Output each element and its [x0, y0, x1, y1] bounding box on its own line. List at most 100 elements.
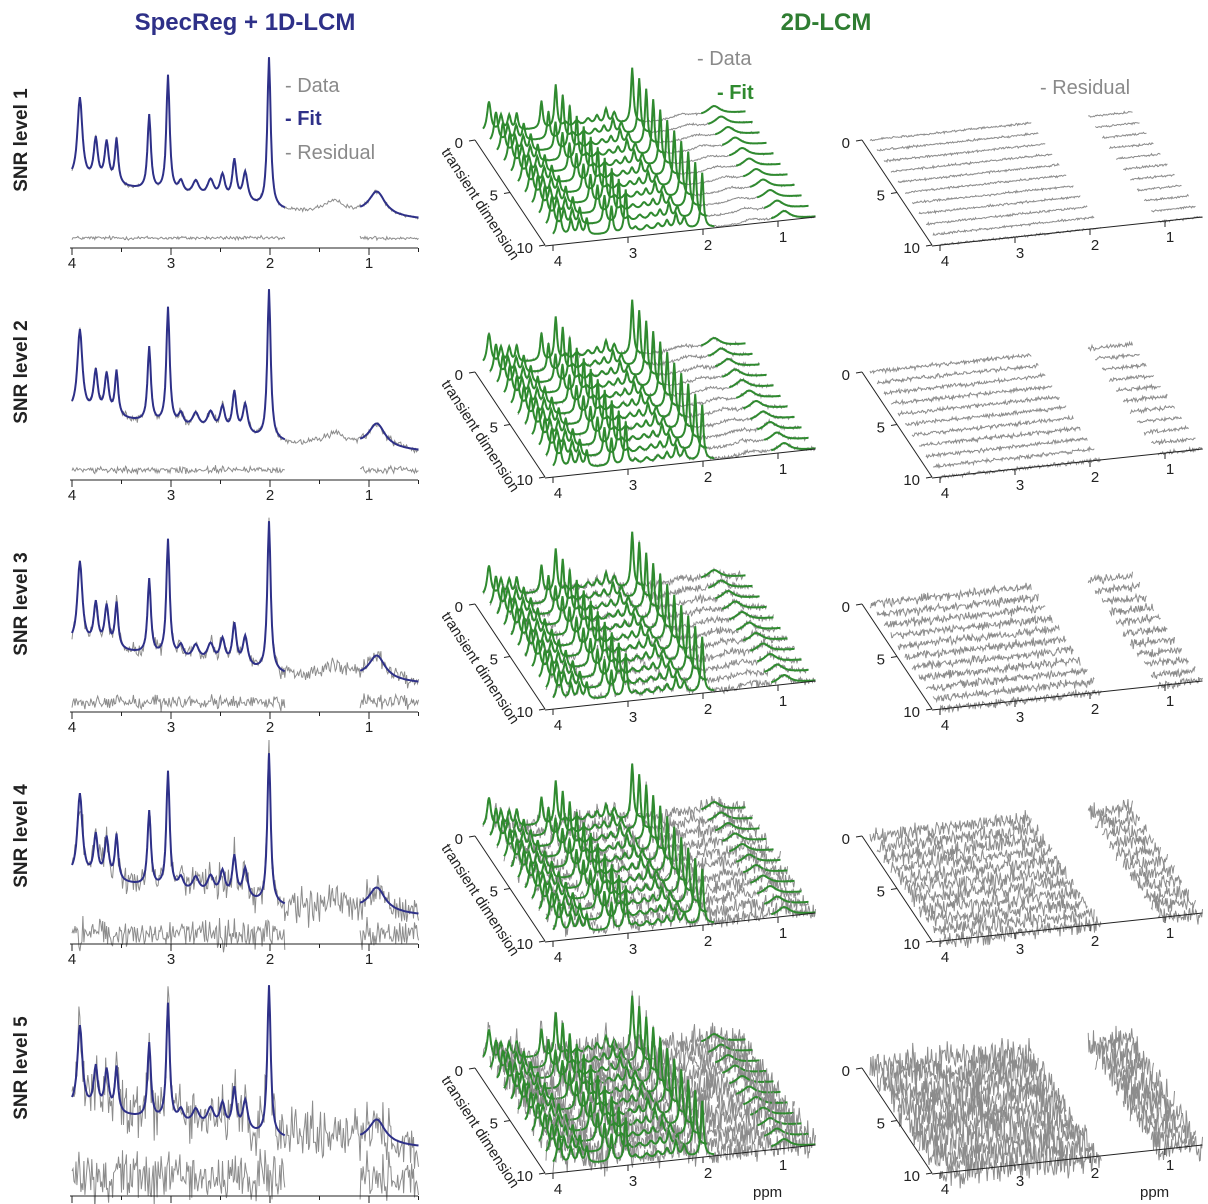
x-tick-label: 3: [167, 487, 175, 504]
x-tick-label: 2: [704, 701, 712, 718]
tick: [538, 708, 546, 711]
axis-label: transient dimension: [438, 377, 523, 495]
ppm-axis: [544, 1144, 816, 1175]
residual-trace: [869, 1025, 1133, 1085]
fit-trace: [489, 542, 753, 605]
t-tick-label: 10: [516, 936, 533, 953]
t-tick-label: 0: [455, 1063, 463, 1080]
tick: [925, 476, 933, 479]
residual-trace: [939, 906, 1203, 948]
column-title: SpecReg + 1D-LCM: [135, 9, 356, 36]
x-tick-label: 1: [1166, 229, 1174, 246]
x-tick-label: 1: [779, 229, 787, 246]
tick: [890, 888, 898, 890]
residual-trace: [925, 424, 1189, 459]
tick: [925, 244, 933, 247]
row-label: SNR level 1: [11, 88, 32, 192]
data-trace: [552, 1094, 816, 1177]
x-tick-label: 2: [704, 237, 712, 254]
tick: [538, 940, 546, 943]
residual-trace: [911, 404, 1175, 438]
tick: [855, 139, 863, 142]
residual-trace: [883, 131, 1147, 164]
data-trace: [71, 58, 419, 220]
fit-trace: [531, 373, 795, 436]
legend-data: - Data: [285, 75, 340, 97]
row-label: SNR level 2: [11, 320, 32, 424]
x-tick-label: 4: [554, 949, 562, 966]
residual-trace: [71, 915, 419, 953]
fit-trace: [552, 868, 816, 931]
tick: [855, 835, 863, 838]
row-label: SNR level 5: [11, 1016, 32, 1120]
t-tick-label: 5: [490, 420, 498, 437]
t-tick-label: 0: [455, 831, 463, 848]
residual-trace: [883, 592, 1147, 629]
row-label: SNR level 3: [11, 552, 32, 656]
x-tick-label: 2: [1091, 701, 1099, 718]
residual-trace: [890, 374, 1154, 406]
fit-trace: [552, 404, 816, 467]
data-trace: [531, 1077, 795, 1146]
residual-trace: [918, 416, 1182, 447]
tick: [468, 835, 476, 838]
x-tick-label: 3: [629, 1173, 637, 1190]
tick: [503, 192, 511, 194]
x-tick-label: 1: [779, 1157, 787, 1174]
fit-trace: [552, 172, 816, 235]
t-tick-label: 5: [877, 188, 885, 205]
residual-trace: [883, 362, 1147, 396]
t-tick-label: 10: [903, 936, 920, 953]
x-tick-label: 2: [266, 719, 274, 736]
residual-trace: [932, 205, 1196, 236]
x-tick-label: 4: [941, 1181, 949, 1198]
axis-label: transient dimension: [438, 145, 523, 263]
residual-trace: [897, 613, 1161, 651]
t-tick-label: 0: [455, 367, 463, 384]
x-tick-label: 3: [629, 941, 637, 958]
residual-trace: [869, 571, 1133, 609]
x-tick-label: 3: [167, 719, 175, 736]
t-tick-label: 5: [877, 420, 885, 437]
tick: [503, 888, 511, 890]
fit-trace: [489, 310, 753, 373]
t-tick-label: 10: [516, 704, 533, 721]
x-tick-label: 4: [554, 253, 562, 270]
residual-trace: [932, 895, 1196, 936]
tick: [890, 424, 898, 426]
x-tick-label: 3: [629, 477, 637, 494]
data-trace: [531, 607, 795, 671]
ppm-axis: [544, 912, 816, 943]
residual-trace: [71, 1148, 419, 1204]
tick: [503, 1120, 511, 1122]
fit-trace: [510, 573, 774, 636]
tick: [925, 708, 933, 711]
residual-trace: [883, 823, 1147, 865]
t-tick-label: 0: [455, 135, 463, 152]
tick: [855, 1067, 863, 1070]
residual-trace: [897, 152, 1161, 184]
x-tick-label: 2: [704, 933, 712, 950]
residual-trace: [905, 163, 1168, 194]
tick: [925, 1172, 933, 1175]
x-tick-label: 3: [1016, 941, 1024, 958]
x-tick-label: 1: [365, 951, 373, 968]
x-tick-label: 4: [941, 485, 949, 502]
t-tick-label: 0: [842, 831, 850, 848]
fit-trace: [545, 162, 809, 225]
fit-trace: [538, 1079, 802, 1142]
x-tick-label: 4: [68, 255, 76, 272]
t-tick-label: 10: [516, 240, 533, 257]
x-tick-label: 2: [704, 469, 712, 486]
data-trace: [71, 517, 419, 689]
t-tick-label: 0: [842, 599, 850, 616]
residual-trace: [918, 646, 1182, 682]
data-trace: [503, 1025, 767, 1102]
residual-trace: [925, 1109, 1189, 1165]
x-tick-label: 2: [1091, 933, 1099, 950]
fit-trace: [71, 289, 419, 451]
tick: [503, 424, 511, 426]
t-tick-label: 5: [877, 884, 885, 901]
x-tick-label: 2: [1091, 1165, 1099, 1182]
row-label: SNR level 4: [11, 784, 32, 888]
